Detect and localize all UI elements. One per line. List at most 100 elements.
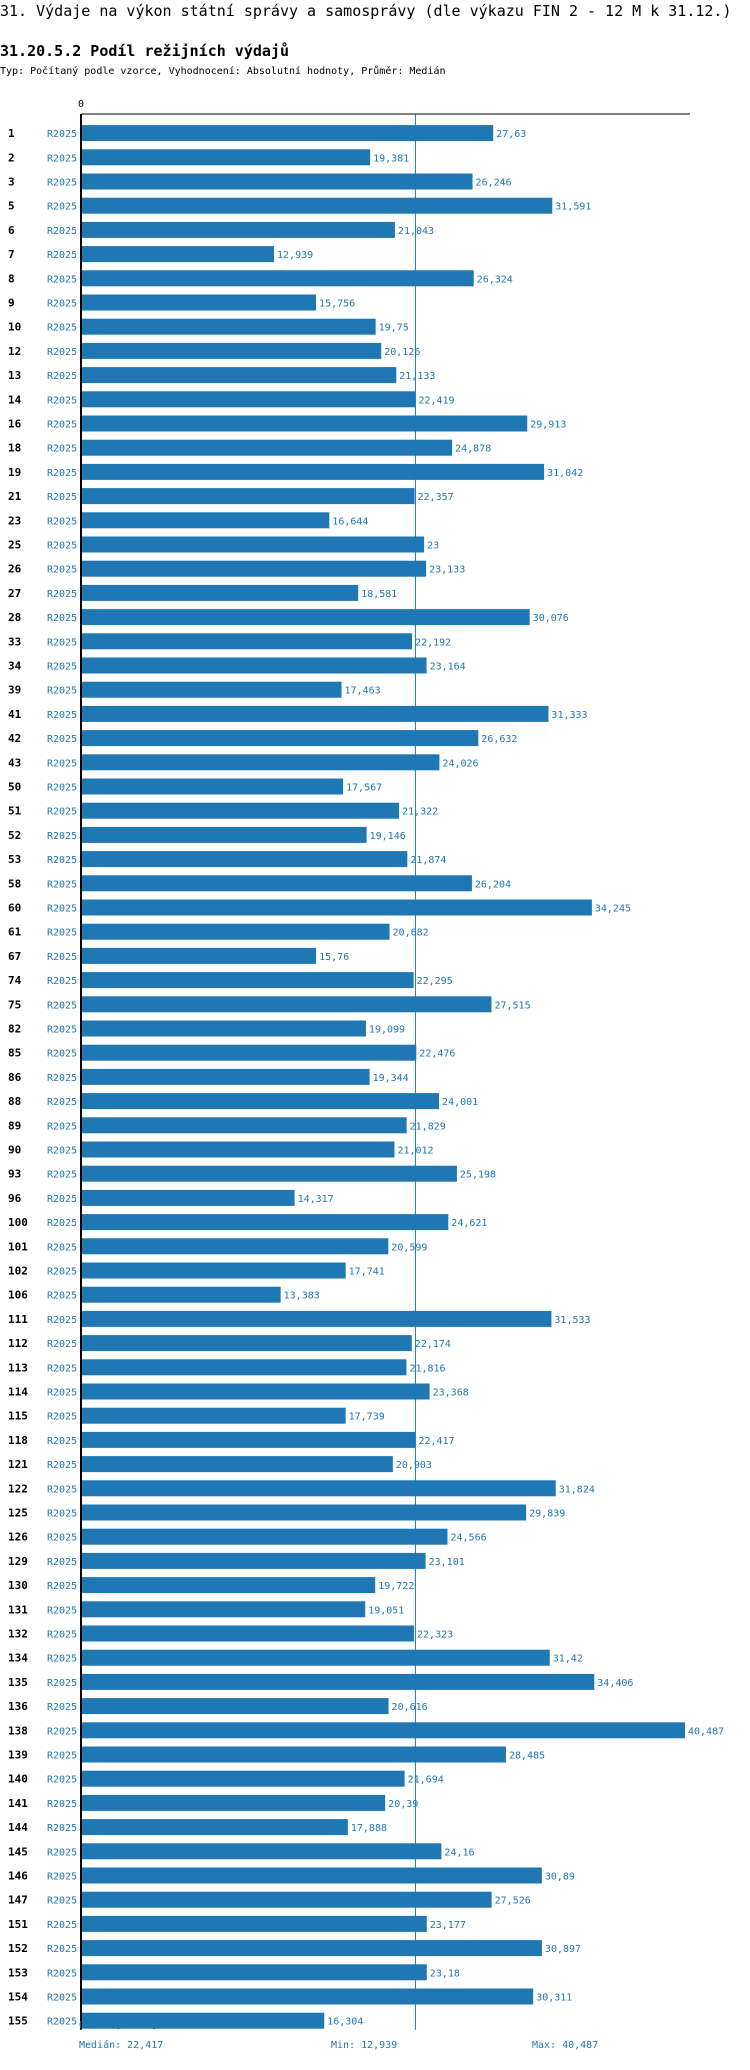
series-label: R2025 (47, 1968, 77, 1979)
series-label: R2025 (47, 1678, 77, 1689)
category-label: 118 (8, 1434, 28, 1447)
category-label: 5 (8, 200, 15, 213)
value-label: 31,042 (547, 468, 583, 479)
bar (81, 1843, 442, 1860)
category-label: 6 (8, 224, 15, 237)
bar (81, 1915, 427, 1932)
series-label: R2025 (47, 565, 77, 576)
series-label: R2025 (47, 1170, 77, 1181)
value-label: 25,198 (460, 1170, 496, 1181)
bar (81, 1431, 416, 1448)
value-label: 21,043 (398, 226, 434, 237)
bar (81, 1117, 407, 1134)
series-label: R2025 (47, 928, 77, 939)
bar (81, 633, 413, 650)
series-label: R2025 (47, 1267, 77, 1278)
value-label: 23,368 (433, 1388, 469, 1399)
bar (81, 463, 545, 480)
value-label: 23,18 (430, 1968, 460, 1979)
bar (81, 197, 553, 214)
category-label: 111 (8, 1313, 28, 1326)
series-label: R2025 (47, 1146, 77, 1157)
bar (81, 1189, 295, 1206)
series-label: R2025 (47, 468, 77, 479)
series-label: R2025 (47, 783, 77, 794)
value-label: 24,878 (455, 444, 491, 455)
series-label: R2025 (47, 541, 77, 552)
series-label: R2025 (47, 1847, 77, 1858)
series-label: R2025 (47, 1436, 77, 1447)
value-label: 24,16 (444, 1847, 474, 1858)
value-label: 34,406 (597, 1678, 633, 1689)
category-label: 112 (8, 1337, 28, 1350)
value-label: 19,344 (373, 1073, 409, 1084)
category-label: 42 (8, 732, 21, 745)
category-label: 136 (8, 1700, 28, 1713)
value-label: 22,174 (415, 1339, 451, 1350)
bar (81, 1722, 685, 1739)
bar (81, 923, 390, 940)
x-axis-origin-label: 0 (78, 99, 84, 110)
value-label: 21,829 (410, 1121, 446, 1132)
series-label: R2025 (47, 347, 77, 358)
value-label: 24,026 (442, 758, 478, 769)
series-label: R2025 (47, 1533, 77, 1544)
series-label: R2025 (47, 904, 77, 915)
bar (81, 1044, 417, 1061)
series-label: R2025 (47, 371, 77, 382)
bar (81, 609, 530, 626)
category-label: 75 (8, 998, 21, 1011)
bar (81, 149, 371, 166)
series-label: R2025 (47, 1702, 77, 1713)
category-label: 126 (8, 1531, 28, 1544)
bar (81, 1020, 366, 1037)
category-label: 102 (8, 1265, 28, 1278)
series-label: R2025 (47, 831, 77, 842)
value-label: 20,39 (388, 1799, 418, 1810)
bar (81, 657, 427, 674)
series-label: R2025 (47, 710, 77, 721)
category-label: 90 (8, 1144, 21, 1157)
series-label: R2025 (47, 1872, 77, 1883)
category-label: 147 (8, 1894, 28, 1907)
value-label: 19,722 (378, 1581, 414, 1592)
category-label: 61 (8, 926, 22, 939)
category-label: 52 (8, 829, 21, 842)
category-label: 100 (8, 1216, 28, 1229)
category-label: 140 (8, 1773, 28, 1786)
series-label: R2025 (47, 202, 77, 213)
series-label: R2025 (47, 492, 77, 503)
bar (81, 1988, 534, 2005)
series-label: R2025 (47, 1073, 77, 1084)
value-label: 21,133 (399, 371, 435, 382)
bar (81, 1552, 426, 1569)
value-label: 20,682 (393, 928, 429, 939)
value-label: 26,246 (476, 178, 512, 189)
bar (81, 246, 275, 263)
category-label: 106 (8, 1289, 28, 1302)
series-label: R2025 (47, 1363, 77, 1374)
category-label: 139 (8, 1749, 28, 1762)
series-label: R2025 (47, 1654, 77, 1665)
bar (81, 778, 344, 795)
footer-min: Min: 12,939 (331, 2040, 398, 2051)
value-label: 20,599 (391, 1242, 427, 1253)
category-label: 33 (8, 635, 21, 648)
category-label: 86 (8, 1071, 22, 1084)
value-label: 20,903 (396, 1460, 432, 1471)
value-label: 19,146 (370, 831, 406, 842)
value-label: 22,357 (418, 492, 454, 503)
series-label: R2025 (47, 1194, 77, 1205)
bar (81, 1165, 457, 1182)
value-label: 29,839 (529, 1509, 565, 1520)
bar (81, 173, 473, 190)
value-label: 24,621 (451, 1218, 487, 1229)
series-label: R2025 (47, 613, 77, 624)
category-label: 122 (8, 1482, 28, 1495)
bar (81, 560, 427, 577)
category-label: 138 (8, 1724, 28, 1737)
category-label: 53 (8, 853, 21, 866)
series-label: R2025 (47, 807, 77, 818)
category-label: 151 (8, 1918, 28, 1931)
